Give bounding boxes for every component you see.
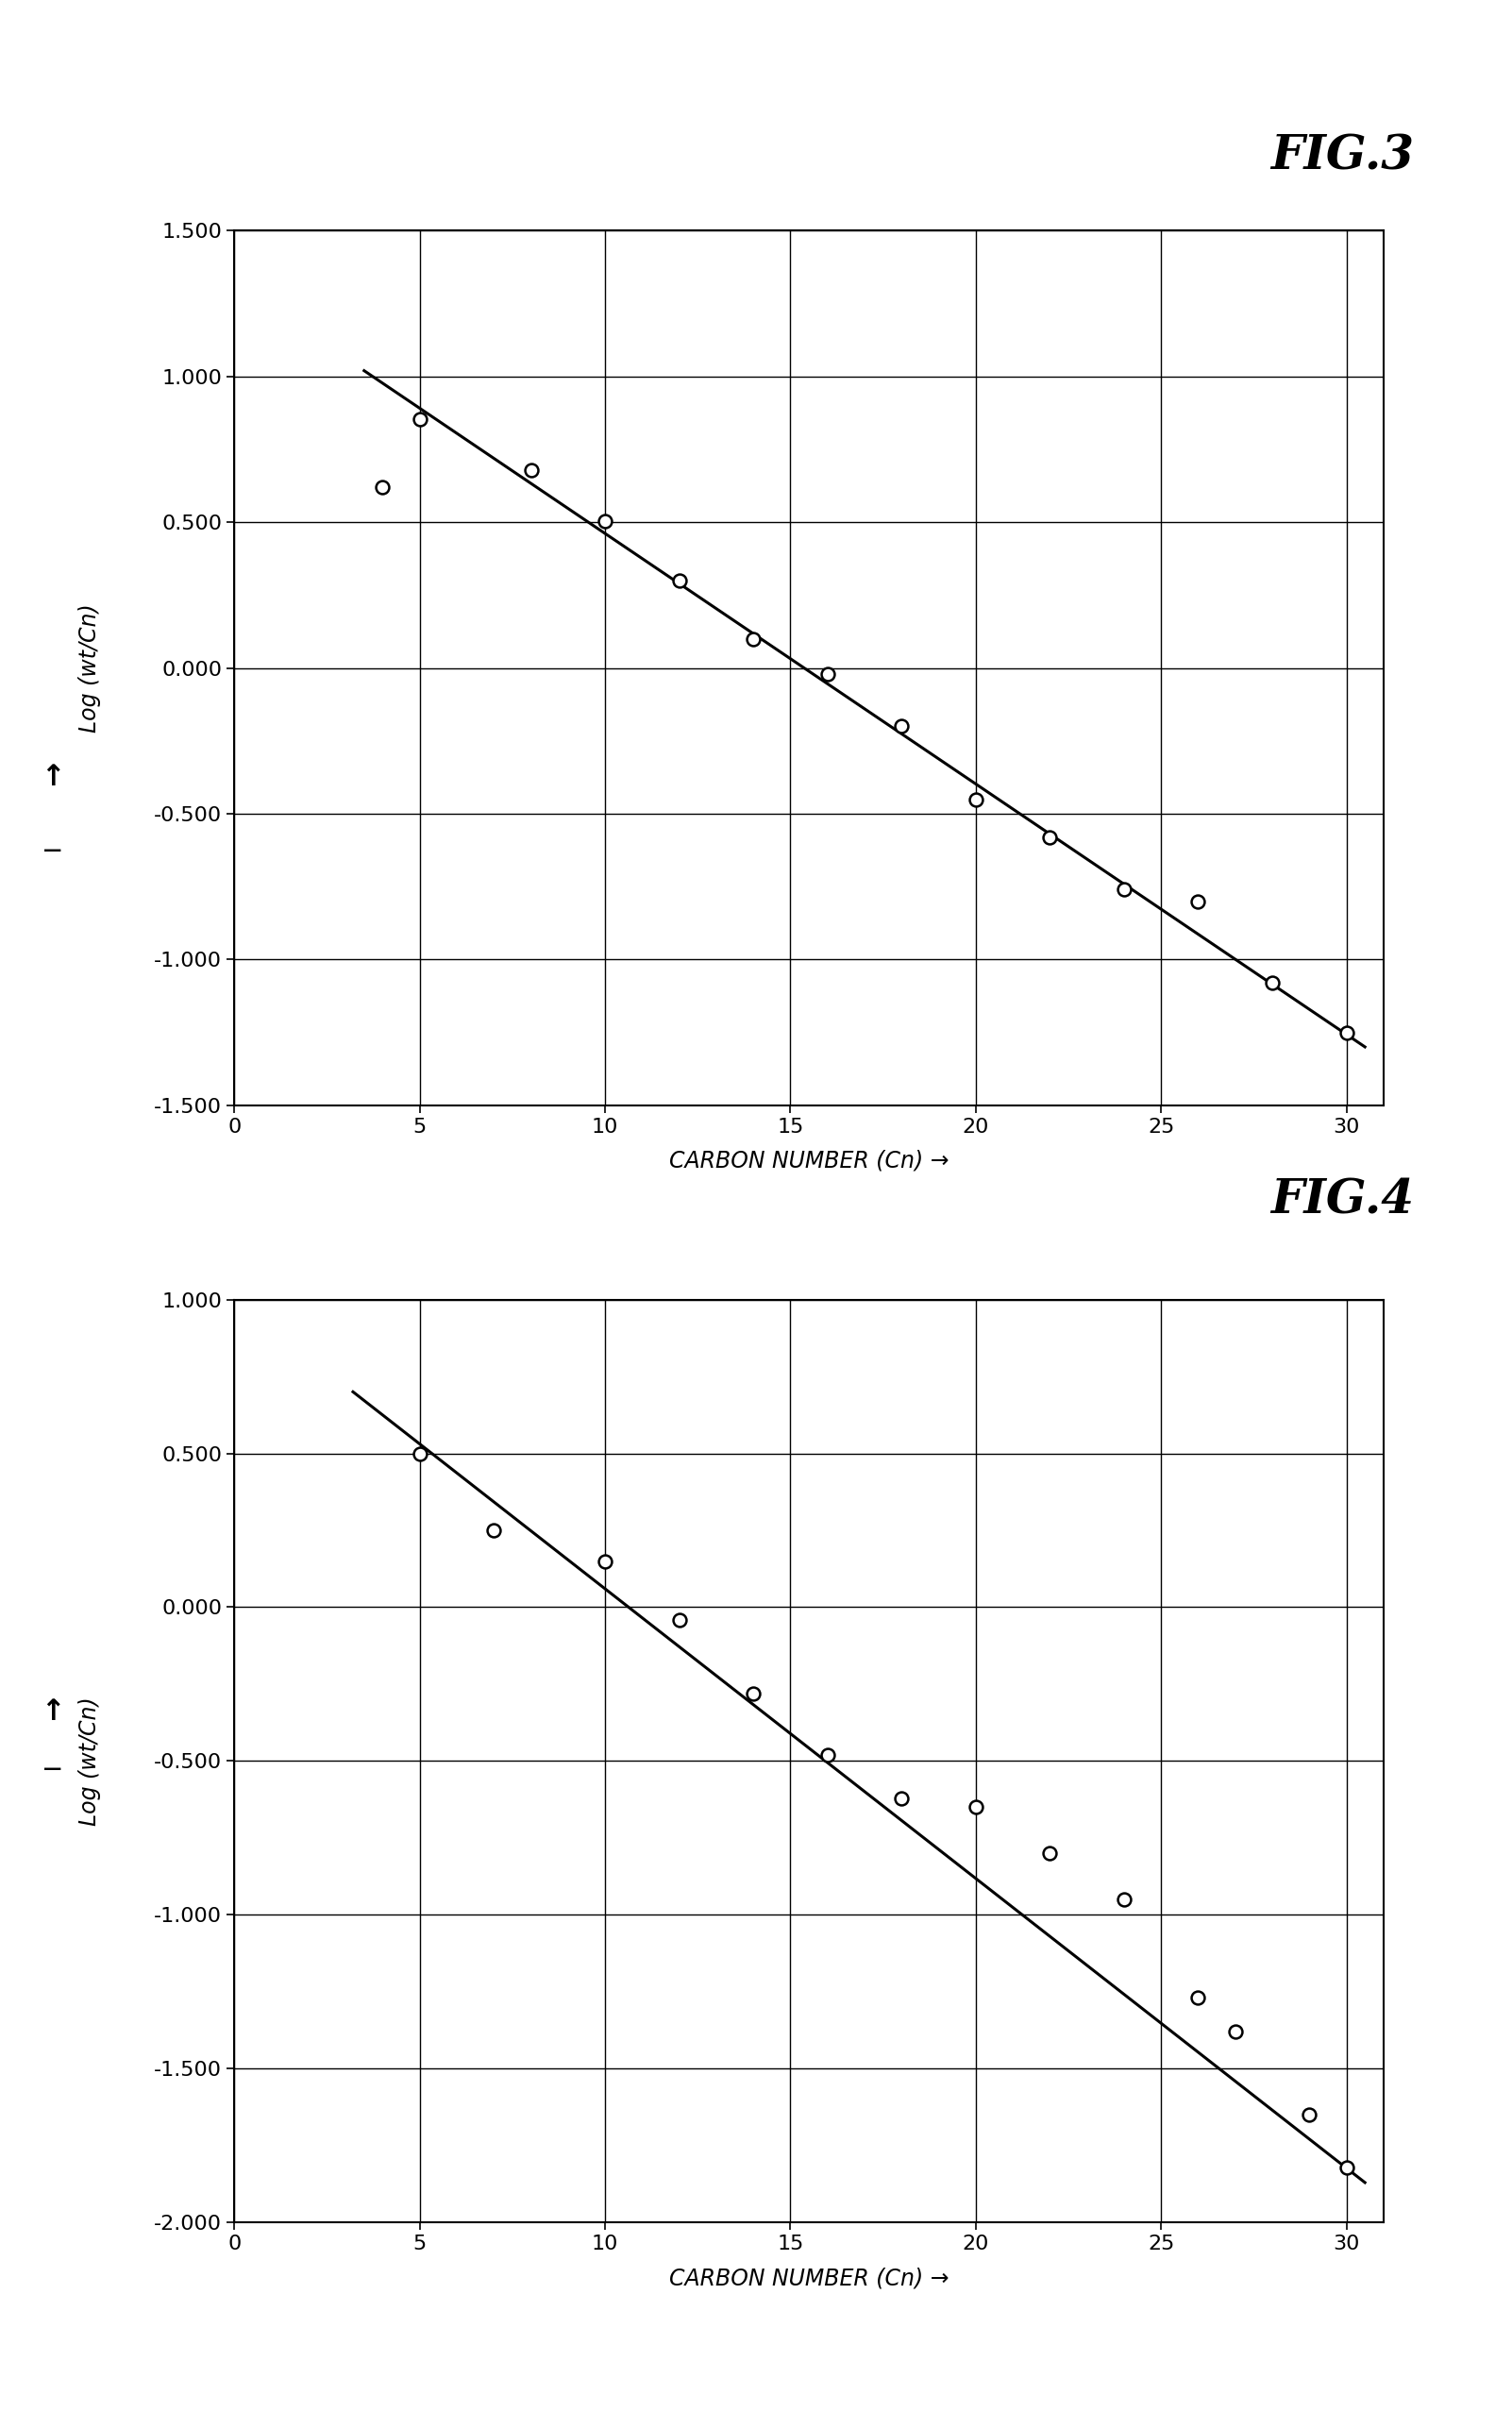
Point — [593, 1542, 617, 1581]
Point — [963, 1788, 987, 1827]
Point — [1111, 870, 1136, 908]
Point — [667, 561, 691, 600]
Text: FIG.3: FIG.3 — [1270, 134, 1414, 180]
Point — [1037, 1834, 1061, 1873]
Point — [1185, 1980, 1210, 2018]
Y-axis label: Log (wt/Cn): Log (wt/Cn) — [79, 1695, 101, 1827]
Point — [519, 449, 543, 488]
Text: FIG.4: FIG.4 — [1270, 1178, 1414, 1224]
Point — [815, 653, 839, 692]
Point — [889, 707, 913, 746]
Y-axis label: Log (wt/Cn): Log (wt/Cn) — [79, 602, 101, 734]
Point — [1334, 1013, 1358, 1052]
Point — [1334, 2147, 1358, 2186]
Point — [667, 1601, 691, 1640]
Point — [741, 619, 765, 658]
Point — [408, 1433, 432, 1472]
Point — [1111, 1880, 1136, 1919]
Point — [370, 469, 395, 508]
Point — [889, 1778, 913, 1817]
Point — [1297, 2096, 1321, 2135]
X-axis label: CARBON NUMBER (Cn) →: CARBON NUMBER (Cn) → — [668, 2266, 950, 2291]
Point — [482, 1511, 507, 1550]
Point — [408, 398, 432, 437]
Point — [1259, 964, 1284, 1003]
Point — [593, 500, 617, 539]
Point — [741, 1674, 765, 1712]
Point — [963, 780, 987, 819]
Point — [1223, 2011, 1247, 2050]
Point — [1185, 882, 1210, 921]
Text: ↑: ↑ — [41, 763, 65, 792]
Text: ↑: ↑ — [41, 1698, 65, 1727]
Point — [1037, 819, 1061, 857]
Text: —: — — [44, 1759, 62, 1778]
X-axis label: CARBON NUMBER (Cn) →: CARBON NUMBER (Cn) → — [668, 1149, 950, 1173]
Text: —: — — [44, 840, 62, 860]
Point — [815, 1734, 839, 1773]
